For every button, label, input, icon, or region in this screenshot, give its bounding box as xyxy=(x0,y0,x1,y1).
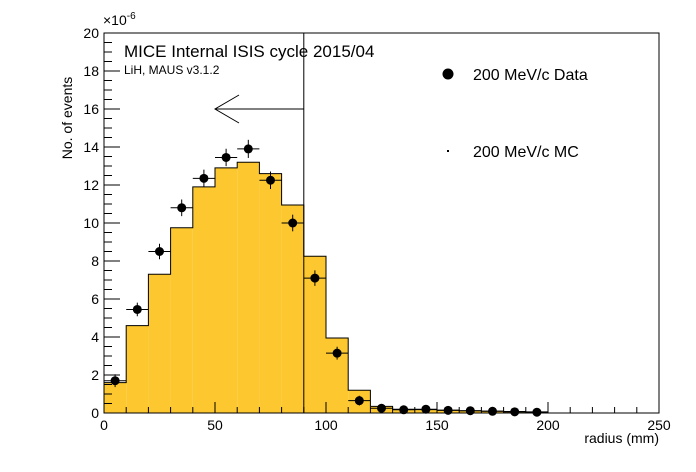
x-tick-label: 0 xyxy=(100,417,108,433)
mc-bar xyxy=(259,173,282,413)
x-tick-label: 50 xyxy=(207,417,223,433)
legend-marker-mc xyxy=(447,150,449,152)
tick-labels: 0 50 100 150 200 250 0 2 4 6 8 10 12 14 16 18 20 xyxy=(83,25,670,433)
mc-bar xyxy=(126,325,149,413)
y-tick-label: 4 xyxy=(91,329,99,345)
data-point xyxy=(259,171,282,189)
data-marker xyxy=(488,406,497,416)
y-tick-label: 20 xyxy=(83,25,99,41)
y-exponent-label: ×10-6 xyxy=(103,11,136,28)
data-point xyxy=(414,404,437,414)
data-point xyxy=(459,406,482,416)
data-marker xyxy=(310,273,320,283)
x-tick-label: 100 xyxy=(314,417,338,433)
data-point xyxy=(370,403,393,413)
y-tick-label: 2 xyxy=(91,367,99,383)
data-point xyxy=(126,302,149,317)
y-tick-label: 10 xyxy=(83,215,99,231)
x-tick-label: 200 xyxy=(536,417,560,433)
cut-arrow-head xyxy=(214,94,240,124)
y-tick-label: 0 xyxy=(91,405,99,421)
mc-bar xyxy=(326,337,349,413)
mc-bar xyxy=(170,227,193,413)
data-marker xyxy=(266,175,275,185)
x-tick-label: 250 xyxy=(647,417,671,433)
mc-bar xyxy=(237,162,260,413)
data-marker xyxy=(155,247,164,256)
y-tick-label: 16 xyxy=(83,101,99,117)
y-tick-label: 18 xyxy=(83,63,99,79)
y-axis-label: No. of events xyxy=(59,77,75,160)
data-marker xyxy=(332,348,342,358)
data-point xyxy=(392,405,415,415)
mc-bar xyxy=(104,382,127,413)
chart-title: MICE Internal ISIS cycle 2015/04 xyxy=(124,42,374,61)
data-marker xyxy=(288,218,298,228)
data-marker xyxy=(399,405,409,415)
data-point xyxy=(481,406,504,416)
y-tick-label: 12 xyxy=(83,177,99,193)
data-point xyxy=(326,346,349,360)
mc-bar xyxy=(215,167,238,413)
axis-ticks xyxy=(103,32,660,414)
data-marker xyxy=(199,173,209,183)
data-point xyxy=(192,169,215,188)
data-marker xyxy=(110,376,120,386)
data-point xyxy=(104,374,127,388)
x-axis-label: radius (mm) xyxy=(584,430,659,446)
y-exponent-base: ×10 xyxy=(103,12,127,28)
data-marker xyxy=(465,406,475,416)
data-point xyxy=(148,243,171,260)
data-points xyxy=(104,139,548,417)
legend-label-mc: 200 MeV/c MC xyxy=(473,144,579,161)
data-marker xyxy=(243,144,253,154)
data-point xyxy=(237,139,260,158)
legend: 200 MeV/c Data 200 MeV/c MC xyxy=(442,67,588,161)
legend-label-data: 200 MeV/c Data xyxy=(473,67,588,84)
data-point xyxy=(281,214,304,232)
chart-subtitle: LiH, MAUS v3.1.2 xyxy=(124,63,220,77)
mc-bar xyxy=(192,186,215,413)
y-tick-label: 6 xyxy=(91,291,99,307)
data-point xyxy=(303,270,326,286)
mc-bar xyxy=(303,256,326,413)
mc-bar xyxy=(148,274,171,413)
legend-marker-data xyxy=(442,68,454,80)
data-marker xyxy=(421,404,431,414)
data-marker xyxy=(132,304,142,314)
data-marker xyxy=(177,203,187,213)
x-tick-label: 150 xyxy=(425,417,449,433)
histogram-bars xyxy=(103,161,549,413)
data-marker xyxy=(377,403,386,413)
y-tick-label: 14 xyxy=(83,139,99,155)
data-marker xyxy=(354,396,364,406)
data-point xyxy=(503,407,526,417)
y-tick-label: 8 xyxy=(91,253,99,269)
data-point xyxy=(170,199,193,217)
data-point xyxy=(525,407,548,417)
data-marker xyxy=(221,152,231,162)
data-marker xyxy=(532,407,542,417)
mc-bar xyxy=(281,204,304,413)
data-point xyxy=(215,148,238,167)
y-exponent-power: -6 xyxy=(127,11,136,22)
data-marker xyxy=(510,407,520,417)
data-point xyxy=(348,395,371,406)
